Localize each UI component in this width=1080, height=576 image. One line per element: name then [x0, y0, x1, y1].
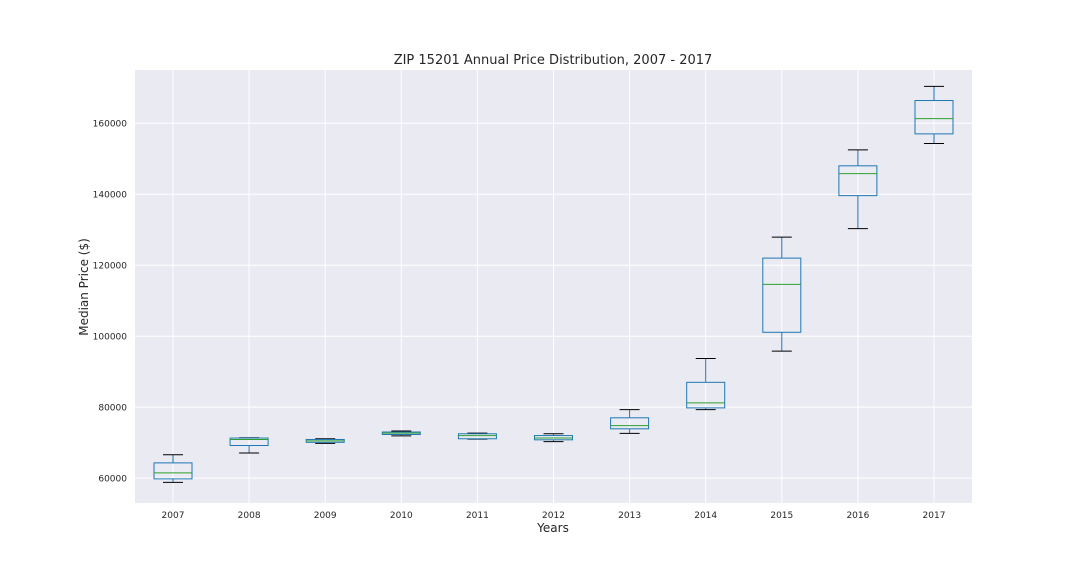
- x-tick-label: 2016: [846, 511, 869, 521]
- x-tick-label: 2012: [542, 511, 565, 521]
- y-axis-label: Median Price ($): [77, 238, 91, 336]
- x-tick-label: 2011: [466, 511, 489, 521]
- y-tick-label: 160000: [93, 120, 128, 130]
- box-2008: [229, 437, 269, 454]
- x-tick-label: 2008: [238, 511, 261, 521]
- iqr-box: [457, 433, 497, 440]
- x-axis-label: Years: [536, 521, 569, 535]
- boxes-layer: [153, 85, 954, 483]
- x-tick-label: 2014: [694, 511, 717, 521]
- iqr-box: [838, 165, 878, 197]
- box-2011: [457, 432, 497, 440]
- y-tick-label: 120000: [93, 262, 128, 272]
- box-2017: [914, 85, 954, 144]
- x-tick-label: 2010: [390, 511, 413, 521]
- box-2007: [153, 454, 193, 483]
- grid-lines: [135, 70, 972, 503]
- y-tick-label: 140000: [93, 191, 128, 201]
- box-2015: [762, 236, 802, 352]
- x-tick-label: 2015: [770, 511, 793, 521]
- iqr-box: [914, 100, 954, 135]
- iqr-box: [229, 437, 269, 447]
- y-tick-label: 80000: [98, 404, 127, 414]
- x-tick-label: 2013: [618, 511, 641, 521]
- x-tick-label: 2017: [923, 511, 946, 521]
- tick-labels: 60000 80000 100000 120000 140000 160000 2007 20…: [93, 120, 946, 521]
- x-tick-label: 2009: [314, 511, 337, 521]
- box-2012: [534, 433, 573, 443]
- box-2010: [381, 430, 421, 437]
- box-2014: [686, 358, 726, 411]
- y-tick-label: 100000: [93, 333, 128, 343]
- iqr-box: [153, 462, 193, 480]
- iqr-box: [610, 417, 650, 430]
- box-2013: [610, 409, 650, 434]
- box-2016: [838, 149, 878, 230]
- y-tick-label: 60000: [98, 475, 127, 485]
- iqr-box: [686, 381, 726, 409]
- x-tick-label: 2007: [162, 511, 185, 521]
- box-2009: [305, 438, 345, 444]
- iqr-box: [762, 257, 802, 333]
- chart-title: ZIP 15201 Annual Price Distribution, 200…: [394, 53, 713, 68]
